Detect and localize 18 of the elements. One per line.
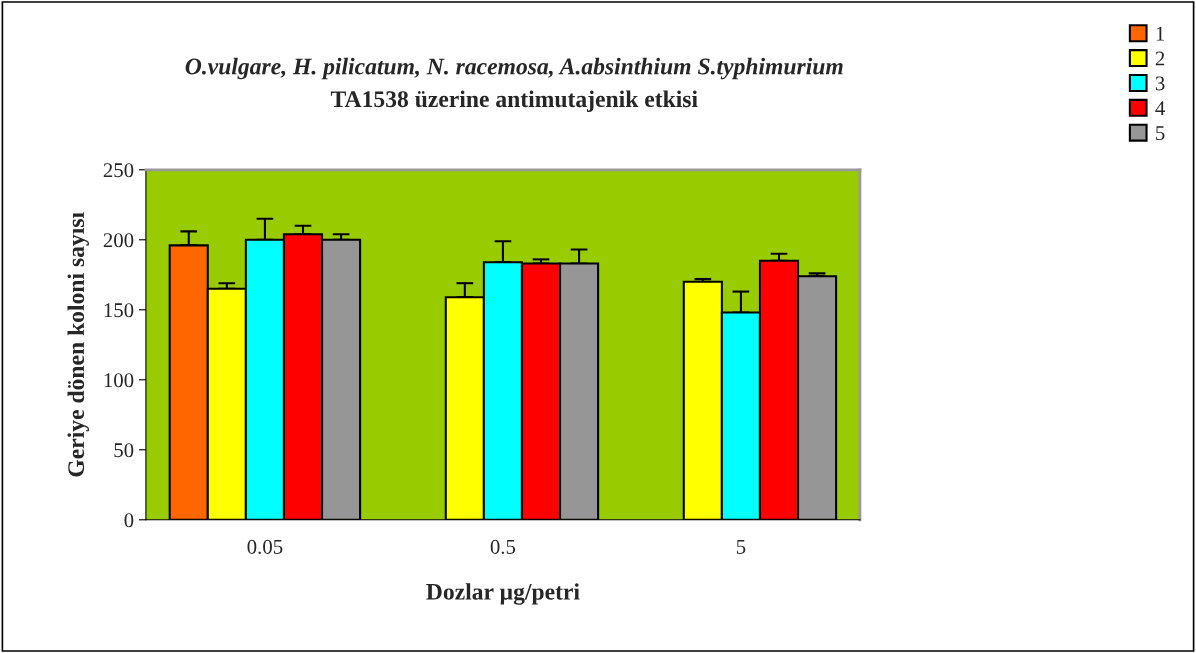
legend-label: 2: [1155, 51, 1165, 66]
x-tick-label: 0.5: [490, 539, 516, 554]
legend-label: 5: [1156, 126, 1165, 141]
y-tick-label: 150: [104, 303, 134, 318]
chart-subtitle: TA1538 üzerine antimutajenik etkisi: [330, 90, 698, 112]
legend-label: 4: [1155, 101, 1165, 116]
y-tick-label: 250: [103, 163, 134, 178]
y-axis-title: Geriye dönen koloni sayısı: [67, 212, 89, 477]
chart-title: O.vulgare, H. pilicatum, N. racemosa, A.absinthium S.typhimurium: [185, 57, 843, 80]
y-tick-label: 50: [114, 443, 134, 458]
x-tick-label: 0.05: [247, 539, 283, 554]
y-tick-label: 100: [104, 373, 134, 388]
x-tick-label: 5: [736, 540, 746, 554]
y-tick-label: 0: [124, 513, 134, 528]
legend-label: 1: [1156, 26, 1165, 41]
x-axis-title: Dozlar µg/petri: [426, 583, 580, 605]
legend-label: 3: [1155, 76, 1165, 91]
y-tick-label: 200: [103, 233, 134, 248]
